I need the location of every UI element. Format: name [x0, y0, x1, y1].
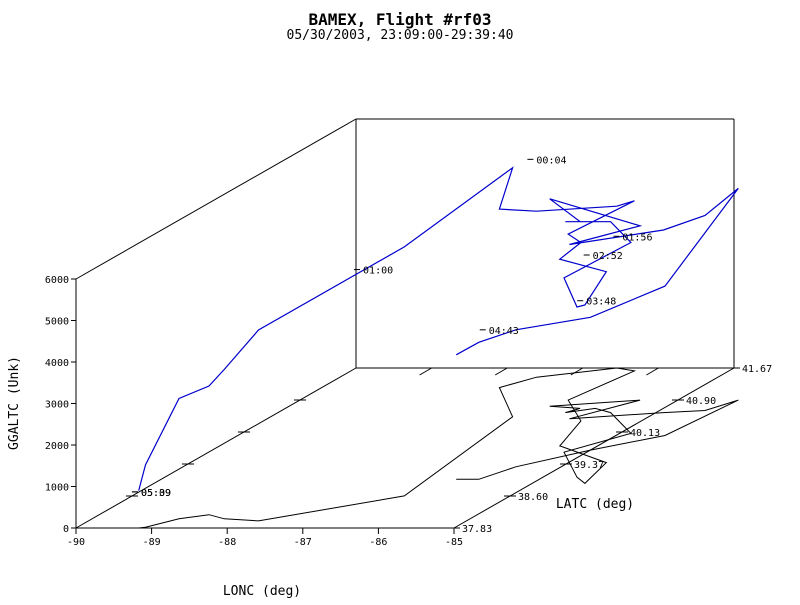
- y-tick-label: 39.37: [574, 460, 604, 471]
- z-tick-label: 6000: [45, 275, 69, 286]
- time-label: 04:43: [489, 326, 519, 337]
- z-tick-label: 1000: [45, 483, 69, 494]
- x-back-tick: [646, 367, 659, 376]
- axis-ticks: -90 -89 -88 -87 -86 -85 37.83 38.60 39.37 40.13 40…: [45, 275, 772, 548]
- y-tick-label: 40.90: [686, 396, 716, 407]
- x-back-tick: [419, 367, 432, 376]
- y-tick-label: 37.83: [462, 524, 492, 535]
- z-tick-label: 3000: [45, 400, 69, 411]
- x-tick-label: -89: [143, 537, 161, 548]
- axis-edge: [75, 367, 357, 529]
- z-tick-label: 5000: [45, 317, 69, 328]
- x-back-tick: [494, 367, 508, 376]
- flight-track-line: [138, 166, 739, 491]
- axis-edge: [453, 367, 735, 529]
- time-label: 05:39: [141, 488, 171, 499]
- time-label: 01:00: [363, 266, 393, 277]
- time-label: 02:52: [593, 251, 623, 262]
- x-back-tick: [570, 367, 584, 376]
- time-label: 05:09: [141, 488, 171, 499]
- x-axis-label: LONC (deg): [223, 584, 301, 599]
- x-tick-label: -90: [67, 537, 85, 548]
- x-tick-label: -86: [369, 537, 387, 548]
- time-label: 00:04: [536, 155, 566, 166]
- time-label: 01:56: [622, 232, 652, 243]
- z-tick-label: 0: [63, 524, 69, 535]
- y-tick-label: 41.67: [742, 364, 772, 375]
- ground-track: [138, 367, 739, 529]
- y-tick-label: 38.60: [518, 492, 548, 503]
- axes-frame: [75, 118, 735, 529]
- x-tick-label: -85: [445, 537, 463, 548]
- x-tick-label: -87: [294, 537, 312, 548]
- ground-track-line: [138, 367, 739, 529]
- z-tick-label: 4000: [45, 358, 69, 369]
- z-axis-label: GGALTC (Unk): [7, 356, 22, 450]
- y-tick-label: 40.13: [630, 428, 660, 439]
- flight-track: [138, 166, 739, 491]
- x-tick-label: -88: [218, 537, 236, 548]
- y-axis-label: LATC (deg): [556, 497, 634, 512]
- z-tick-label: 2000: [45, 441, 69, 452]
- axis-edge: [75, 118, 357, 280]
- chart-subtitle: 05/30/2003, 23:09:00-29:39:40: [286, 28, 514, 43]
- time-label: 03:48: [586, 297, 616, 308]
- chart-title: BAMEX, Flight #rf03: [308, 10, 492, 29]
